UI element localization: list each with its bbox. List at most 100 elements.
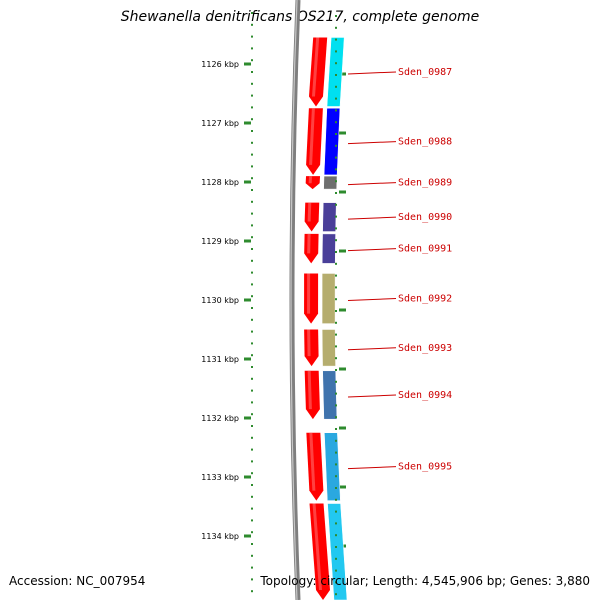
minor-tick: [251, 342, 253, 345]
minor-tick: [335, 404, 337, 407]
minor-tick: [251, 141, 253, 144]
minor-tick: [335, 286, 337, 289]
minor-tick: [251, 472, 253, 475]
minor-tick: [251, 578, 253, 581]
minor-tick: [251, 377, 253, 380]
minor-tick: [335, 15, 337, 17]
gene-label: Sden_0991: [398, 244, 452, 255]
minor-tick: [251, 283, 253, 286]
cds-arrow-shine: [307, 370, 312, 410]
gene-label-leader: [347, 182, 397, 186]
major-tick-right: [339, 367, 346, 371]
minor-tick: [335, 203, 337, 206]
major-tick: [244, 357, 251, 361]
cds-arrow: [305, 176, 321, 190]
minor-tick: [251, 354, 253, 357]
cog-box: [323, 108, 341, 176]
minor-tick: [335, 62, 337, 65]
cog-box: [322, 202, 337, 232]
gene-label-leader: [347, 394, 397, 398]
minor-tick: [251, 554, 253, 557]
major-tick-right: [339, 131, 346, 135]
minor-tick: [335, 298, 337, 301]
major-tick-right: [339, 72, 346, 76]
cds-track: [304, 37, 330, 600]
minor-tick: [335, 498, 337, 501]
tick-label: 1132 kbp: [201, 414, 239, 423]
cds-arrow: [304, 370, 320, 420]
tick-label: 1130 kbp: [201, 296, 239, 305]
major-tick: [244, 62, 251, 66]
minor-tick: [335, 357, 337, 360]
cds-arrow: [304, 202, 320, 232]
minor-tick: [251, 224, 253, 227]
minor-tick: [335, 333, 337, 336]
cog-box: [326, 37, 345, 107]
cds-arrow-shine: [307, 329, 311, 357]
cog-track: [321, 37, 348, 600]
cds-arrow-shine: [311, 37, 320, 97]
gene-label-leader: [347, 216, 397, 220]
minor-tick: [251, 259, 253, 262]
major-tick: [244, 239, 251, 243]
minor-tick: [251, 153, 253, 156]
minor-tick: [335, 215, 337, 218]
major-tick: [244, 298, 251, 302]
gene-label: Sden_0994: [398, 390, 452, 401]
tick-label: 1131 kbp: [201, 355, 239, 364]
accession-label: Accession: NC_007954: [9, 574, 146, 588]
minor-tick: [335, 50, 337, 53]
tick-label: 1133 kbp: [201, 473, 239, 482]
cds-arrow-shine: [307, 273, 311, 314]
minor-tick-marks: [251, 12, 253, 593]
minor-tick: [335, 121, 337, 124]
minor-tick: [335, 510, 337, 513]
minor-tick: [335, 321, 337, 324]
minor-tick: [335, 38, 337, 41]
minor-tick: [335, 192, 337, 194]
minor-tick: [251, 484, 253, 486]
minor-tick: [251, 543, 253, 545]
minor-tick: [251, 200, 253, 203]
gene-label-leader: [347, 298, 397, 302]
cds-arrow: [304, 273, 319, 324]
minor-tick: [335, 180, 337, 183]
minor-tick: [251, 59, 253, 62]
minor-tick: [335, 85, 337, 88]
minor-tick: [251, 71, 253, 73]
minor-tick: [251, 413, 253, 416]
minor-tick: [251, 94, 253, 97]
major-tick: [244, 534, 251, 538]
gene-label-leader: [347, 347, 397, 351]
minor-tick: [251, 448, 253, 451]
minor-tick: [335, 593, 337, 596]
minor-tick: [251, 401, 253, 404]
gene-label: Sden_0990: [398, 212, 452, 223]
minor-tick: [251, 307, 253, 309]
cog-box: [321, 273, 336, 324]
minor-tick: [251, 118, 253, 121]
minor-tick: [335, 416, 337, 419]
minor-tick: [335, 168, 337, 171]
minor-tick: [251, 177, 253, 180]
minor-tick: [251, 236, 253, 239]
minor-tick: [251, 23, 253, 26]
major-tick: [244, 475, 251, 479]
minor-tick: [335, 581, 337, 584]
minor-tick: [251, 189, 253, 191]
minor-tick: [251, 82, 253, 85]
minor-tick: [335, 345, 337, 348]
minor-tick: [335, 97, 337, 100]
minor-tick: [335, 274, 337, 277]
minor-tick-marks-right: [335, 15, 337, 596]
minor-tick: [335, 310, 337, 312]
gene-label: Sden_0988: [398, 137, 452, 148]
cog-box: [321, 329, 336, 367]
minor-tick: [335, 144, 337, 147]
major-tick-right: [339, 426, 346, 430]
tick-label: 1129 kbp: [201, 237, 239, 246]
major-tick: [244, 180, 251, 184]
minor-tick: [335, 262, 337, 265]
genome-backbone: [289, 0, 301, 600]
cds-arrow: [304, 329, 319, 367]
